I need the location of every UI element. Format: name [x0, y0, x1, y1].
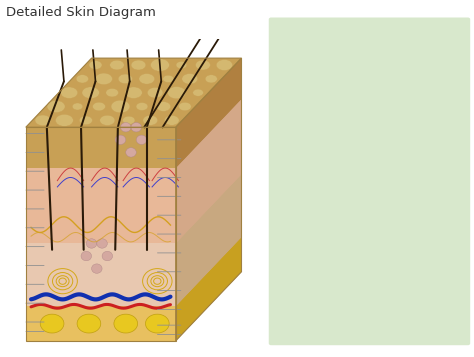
Bar [26, 127, 176, 143]
Text: Meissner’s corpuscle: Meissner’s corpuscle [276, 49, 388, 58]
Ellipse shape [47, 100, 65, 112]
Ellipse shape [61, 87, 78, 99]
Ellipse shape [76, 75, 89, 83]
Ellipse shape [35, 115, 51, 126]
Ellipse shape [179, 102, 191, 111]
Ellipse shape [163, 75, 174, 82]
Ellipse shape [106, 89, 118, 97]
Ellipse shape [167, 86, 186, 99]
Ellipse shape [89, 61, 102, 69]
Ellipse shape [143, 115, 158, 125]
Polygon shape [176, 237, 241, 341]
Ellipse shape [147, 87, 163, 98]
Polygon shape [26, 58, 241, 127]
Polygon shape [176, 237, 241, 341]
Ellipse shape [77, 314, 101, 333]
Ellipse shape [193, 89, 203, 96]
Polygon shape [176, 74, 241, 168]
Ellipse shape [120, 122, 131, 132]
Ellipse shape [176, 61, 187, 69]
Bar [26, 168, 176, 243]
Text: Hair follicle receptor: Hair follicle receptor [276, 309, 386, 318]
Ellipse shape [114, 314, 137, 333]
Text: Adipose tissue: Adipose tissue [276, 249, 354, 258]
Ellipse shape [102, 251, 113, 261]
Text: Free nerve ending: Free nerve ending [276, 289, 373, 298]
Ellipse shape [126, 148, 137, 157]
Text: Pore: Pore [276, 29, 301, 38]
Text: Detailed Skin Diagram: Detailed Skin Diagram [6, 6, 155, 19]
Bar [26, 306, 176, 341]
Ellipse shape [216, 60, 233, 71]
Ellipse shape [137, 135, 147, 145]
FancyBboxPatch shape [269, 17, 470, 345]
Polygon shape [176, 58, 241, 143]
Ellipse shape [131, 122, 142, 132]
Text: Dermis: Dermis [276, 129, 313, 138]
Ellipse shape [82, 87, 100, 99]
Ellipse shape [40, 314, 64, 333]
Ellipse shape [72, 103, 83, 110]
Ellipse shape [164, 115, 179, 125]
Ellipse shape [100, 115, 115, 125]
Polygon shape [176, 58, 241, 341]
Ellipse shape [123, 116, 135, 125]
Text: Arrector pili muscle: Arrector pili muscle [276, 69, 381, 78]
Ellipse shape [79, 116, 92, 125]
Text: Dermal papillae: Dermal papillae [276, 89, 360, 98]
Ellipse shape [110, 60, 124, 70]
Text: Epidermis: Epidermis [276, 329, 329, 338]
Ellipse shape [136, 102, 148, 110]
Ellipse shape [115, 135, 126, 145]
Polygon shape [176, 174, 241, 306]
Polygon shape [176, 99, 241, 243]
Ellipse shape [97, 239, 107, 248]
Ellipse shape [205, 75, 217, 83]
Text: Eccrine sweat gland: Eccrine sweat gland [276, 269, 383, 278]
Ellipse shape [81, 251, 91, 261]
Ellipse shape [118, 74, 132, 84]
Bar [26, 143, 176, 168]
Text: Hair follicle: Hair follicle [276, 229, 337, 238]
Ellipse shape [95, 73, 112, 85]
Text: Hair root: Hair root [276, 169, 324, 178]
Polygon shape [176, 99, 241, 243]
Text: Reticular layer of
dermis: Reticular layer of dermis [276, 149, 368, 168]
Text: Sensory nerve fiber: Sensory nerve fiber [276, 189, 381, 198]
Ellipse shape [131, 60, 146, 70]
Polygon shape [176, 58, 241, 168]
Ellipse shape [151, 59, 169, 71]
Polygon shape [176, 174, 241, 306]
Text: Pacinian corpuscle: Pacinian corpuscle [276, 209, 375, 218]
Ellipse shape [156, 102, 171, 111]
Ellipse shape [195, 60, 210, 70]
Ellipse shape [86, 239, 97, 248]
Bar [26, 243, 176, 306]
Ellipse shape [139, 74, 155, 84]
Ellipse shape [55, 114, 73, 126]
Ellipse shape [111, 100, 130, 113]
Text: Sebaceous (oil) gland: Sebaceous (oil) gland [276, 109, 392, 118]
Ellipse shape [182, 74, 198, 84]
Ellipse shape [91, 264, 102, 273]
Ellipse shape [125, 87, 142, 99]
Ellipse shape [92, 102, 105, 111]
Ellipse shape [146, 314, 169, 333]
